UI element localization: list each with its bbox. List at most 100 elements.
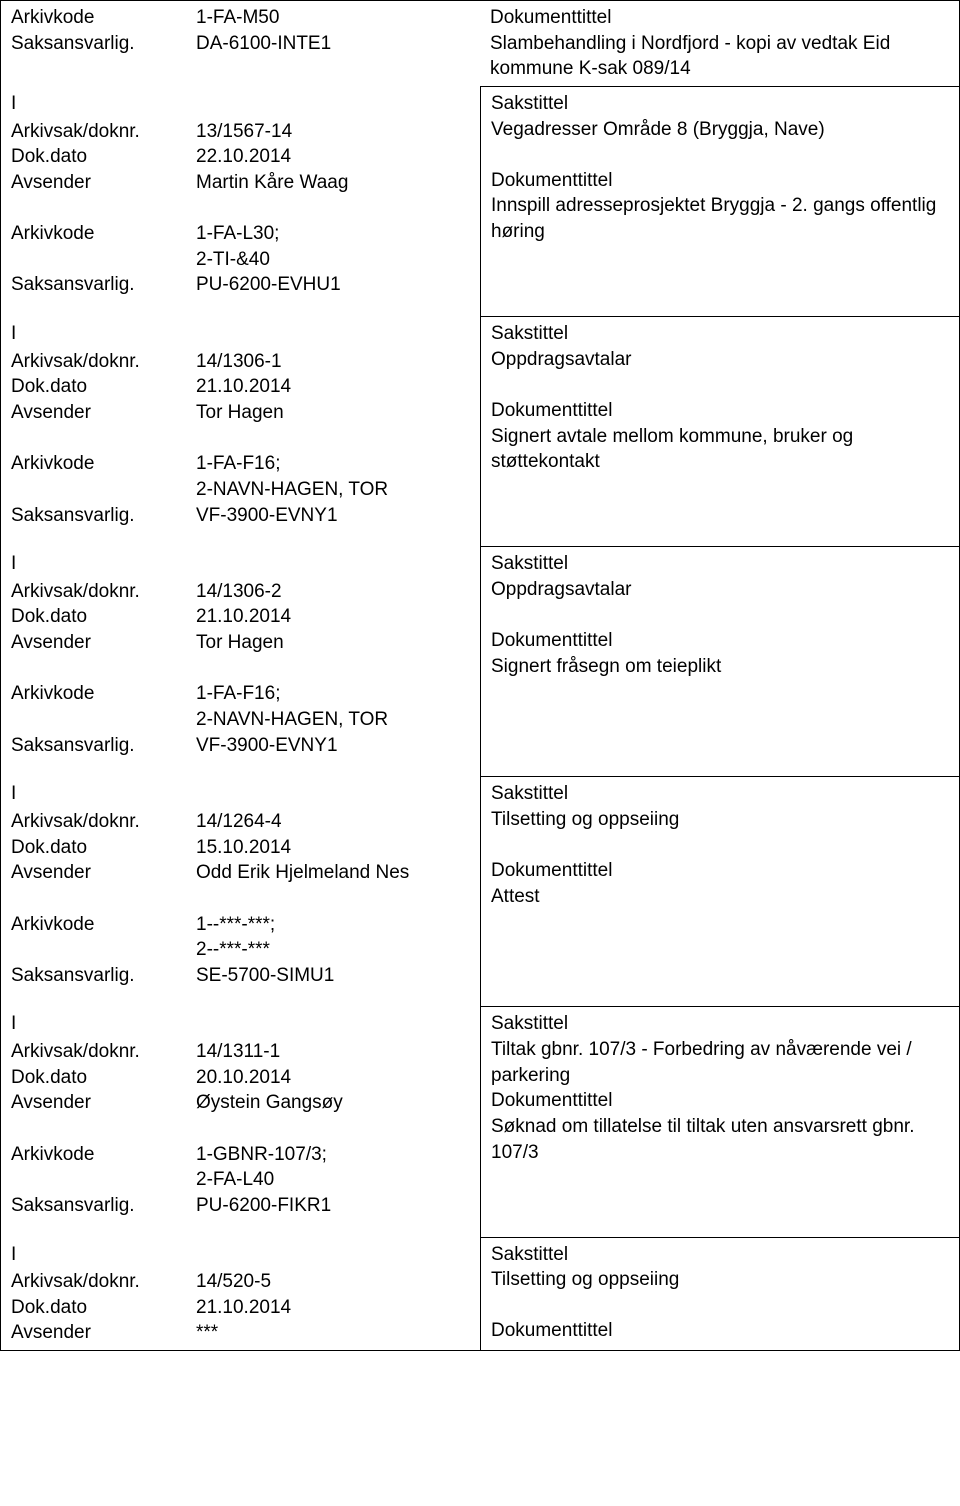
- field-label: Saksansvarlig.: [11, 733, 196, 759]
- right-text-line: Dokumenttittel: [491, 858, 949, 884]
- right-text-line: Sakstittel: [491, 321, 949, 347]
- field-value: Martin Kåre Waag: [196, 170, 470, 196]
- i-marker: I: [11, 1011, 470, 1039]
- field-value: ***: [196, 1320, 470, 1346]
- field-label: Dok.dato: [11, 835, 196, 861]
- field-value: 21.10.2014: [196, 374, 470, 400]
- field-label: Arkivkode: [11, 5, 196, 31]
- field-row: Saksansvarlig.DA-6100-INTE1: [11, 31, 470, 57]
- i-marker: I: [11, 1242, 470, 1270]
- field-row: AvsenderOdd Erik Hjelmeland Nes: [11, 860, 470, 886]
- field-row: [11, 195, 470, 221]
- field-label: Dok.dato: [11, 374, 196, 400]
- field-row: AvsenderTor Hagen: [11, 400, 470, 426]
- field-row: 2-NAVN-HAGEN, TOR: [11, 707, 470, 733]
- right-text-line: Oppdragsavtalar: [491, 577, 949, 603]
- record-entry: IArkivsak/doknr.13/1567-14Dok.dato22.10.…: [1, 87, 959, 316]
- right-text-line: [491, 833, 949, 859]
- right-text-line: Vegadresser Område 8 (Bryggja, Nave): [491, 117, 949, 143]
- left-column: IArkivsak/doknr.14/1264-4Dok.dato15.10.2…: [1, 777, 480, 1006]
- right-text-line: Innspill adresseprosjektet Bryggja - 2. …: [491, 193, 949, 244]
- field-value: 1-GBNR-107/3;: [196, 1142, 470, 1168]
- field-value: DA-6100-INTE1: [196, 31, 470, 57]
- right-text-line: Dokumenttittel: [491, 1088, 949, 1114]
- right-text-line: Sakstittel: [491, 781, 949, 807]
- field-value: 2-NAVN-HAGEN, TOR: [196, 707, 470, 733]
- record-entry: Arkivkode1-FA-M50Saksansvarlig.DA-6100-I…: [1, 1, 959, 86]
- field-label: [11, 937, 196, 963]
- field-label: Avsender: [11, 860, 196, 886]
- field-value: 2-TI-&40: [196, 247, 470, 273]
- right-text-line: [491, 1293, 949, 1319]
- i-marker: I: [11, 91, 470, 119]
- right-column: SakstittelOppdragsavtalar Dokumenttittel…: [480, 547, 959, 776]
- field-row: Arkivsak/doknr.14/1311-1: [11, 1039, 470, 1065]
- document-container: Arkivkode1-FA-M50Saksansvarlig.DA-6100-I…: [0, 0, 960, 1351]
- field-label: Arkivkode: [11, 1142, 196, 1168]
- field-value: Tor Hagen: [196, 400, 470, 426]
- right-column: SakstittelOppdragsavtalar Dokumenttittel…: [480, 317, 959, 546]
- field-row: AvsenderMartin Kåre Waag: [11, 170, 470, 196]
- field-value: 14/520-5: [196, 1269, 470, 1295]
- field-row: AvsenderTor Hagen: [11, 630, 470, 656]
- right-text-line: Signert avtale mellom kommune, bruker og…: [491, 424, 949, 475]
- right-column: DokumenttittelSlambehandling i Nordfjord…: [480, 1, 959, 86]
- field-value: 14/1306-2: [196, 579, 470, 605]
- field-label: Arkivsak/doknr.: [11, 809, 196, 835]
- field-row: Saksansvarlig.SE-5700-SIMU1: [11, 963, 470, 989]
- field-value: 21.10.2014: [196, 604, 470, 630]
- field-value: 1-FA-F16;: [196, 681, 470, 707]
- left-column: IArkivsak/doknr.14/1306-2Dok.dato21.10.2…: [1, 547, 480, 776]
- field-row: 2-NAVN-HAGEN, TOR: [11, 477, 470, 503]
- field-label: Arkivsak/doknr.: [11, 1269, 196, 1295]
- field-value: 14/1306-1: [196, 349, 470, 375]
- field-label: Arkivsak/doknr.: [11, 349, 196, 375]
- i-marker: I: [11, 551, 470, 579]
- field-row: Avsender***: [11, 1320, 470, 1346]
- right-text-line: Tilsetting og oppseiing: [491, 807, 949, 833]
- field-label: Avsender: [11, 1320, 196, 1346]
- field-label: Arkivkode: [11, 912, 196, 938]
- record-entry: IArkivsak/doknr.14/1264-4Dok.dato15.10.2…: [1, 777, 959, 1006]
- doc-title-label: Dokumenttittel: [490, 5, 949, 31]
- field-label: Saksansvarlig.: [11, 272, 196, 298]
- field-label: Arkivsak/doknr.: [11, 579, 196, 605]
- field-label: Arkivsak/doknr.: [11, 1039, 196, 1065]
- field-label: [11, 886, 196, 912]
- field-row: Dok.dato15.10.2014: [11, 835, 470, 861]
- field-row: [11, 886, 470, 912]
- field-row: Arkivkode1-GBNR-107/3;: [11, 1142, 470, 1168]
- field-row: Arkivkode1-FA-L30;: [11, 221, 470, 247]
- field-value: 13/1567-14: [196, 119, 470, 145]
- right-text-line: Signert fråsegn om teieplikt: [491, 654, 949, 680]
- field-label: Avsender: [11, 170, 196, 196]
- right-text-line: [491, 372, 949, 398]
- record-entry: IArkivsak/doknr.14/1306-1Dok.dato21.10.2…: [1, 317, 959, 546]
- record-entry: IArkivsak/doknr.14/1306-2Dok.dato21.10.2…: [1, 547, 959, 776]
- field-row: Dok.dato21.10.2014: [11, 374, 470, 400]
- field-value: 2-FA-L40: [196, 1167, 470, 1193]
- field-label: Dok.dato: [11, 144, 196, 170]
- field-row: Saksansvarlig.VF-3900-EVNY1: [11, 503, 470, 529]
- field-row: 2-FA-L40: [11, 1167, 470, 1193]
- field-row: AvsenderØystein Gangsøy: [11, 1090, 470, 1116]
- right-text-line: Søknad om tillatelse til tiltak uten ans…: [491, 1114, 949, 1165]
- field-row: Dok.dato21.10.2014: [11, 604, 470, 630]
- field-label: Arkivkode: [11, 221, 196, 247]
- left-column: Arkivkode1-FA-M50Saksansvarlig.DA-6100-I…: [1, 1, 480, 86]
- right-text-line: Dokumenttittel: [491, 168, 949, 194]
- field-row: [11, 656, 470, 682]
- field-row: Dok.dato21.10.2014: [11, 1295, 470, 1321]
- field-row: Arkivkode1-FA-F16;: [11, 681, 470, 707]
- field-value: 1-FA-M50: [196, 5, 470, 31]
- field-label: Dok.dato: [11, 1295, 196, 1321]
- right-text-line: Sakstittel: [491, 551, 949, 577]
- field-value: [196, 426, 470, 452]
- right-text-line: Tiltak gbnr. 107/3 - Forbedring av nåvær…: [491, 1037, 949, 1088]
- field-row: Saksansvarlig.VF-3900-EVNY1: [11, 733, 470, 759]
- field-row: Arkivsak/doknr.14/520-5: [11, 1269, 470, 1295]
- right-column: SakstittelTilsetting og oppseiing Dokume…: [480, 1238, 959, 1351]
- field-label: [11, 247, 196, 273]
- field-row: [11, 426, 470, 452]
- field-row: 2-TI-&40: [11, 247, 470, 273]
